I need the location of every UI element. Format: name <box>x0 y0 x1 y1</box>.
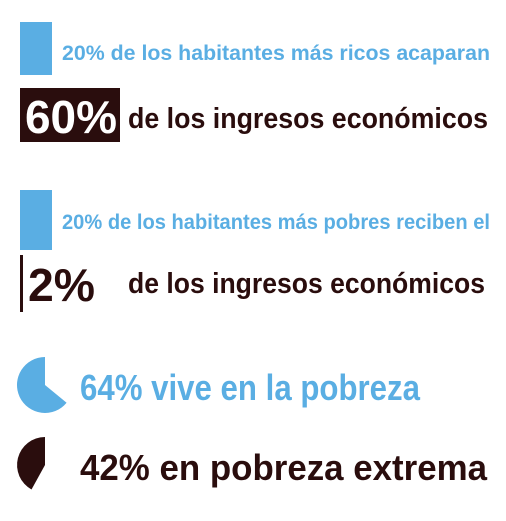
stat: 64% vive en la pobreza <box>80 367 421 408</box>
text: de los ingresos económicos <box>128 103 488 135</box>
pie-wedge <box>17 437 45 490</box>
caption: 20% de los habitantes más pobres reciben… <box>62 211 490 234</box>
dark-box <box>20 88 120 142</box>
figure: 2% <box>28 259 95 311</box>
caption: 20% de los habitantes más ricos acaparan <box>62 42 490 65</box>
pie-wedge <box>16 357 67 413</box>
figure: 60% <box>25 91 117 143</box>
blue-bar <box>20 22 52 75</box>
stat: 42% en pobreza extrema <box>80 447 488 488</box>
blue-bar <box>20 190 52 250</box>
dark-line <box>20 255 23 312</box>
text: de los ingresos económicos <box>128 268 485 300</box>
